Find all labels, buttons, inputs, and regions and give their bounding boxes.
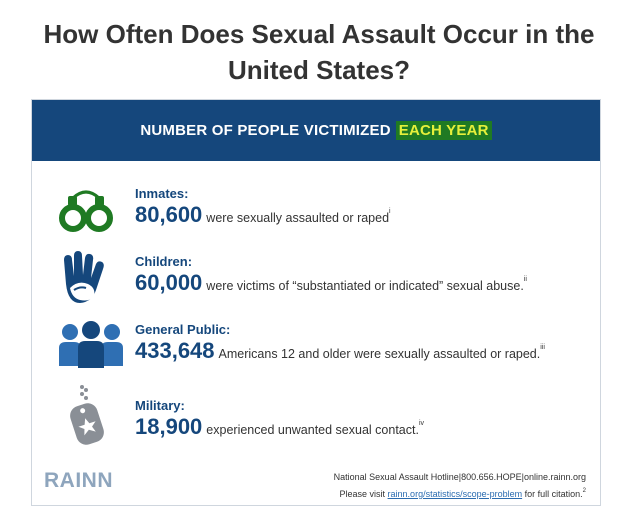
stat-label: General Public:: [135, 322, 231, 337]
footer-citation: National Sexual Assault Hotline|800.656.…: [334, 470, 586, 501]
stat-row-general-public: General Public: 433,648 Americans 12 and …: [32, 316, 600, 376]
dog-tag-icon: [70, 385, 104, 445]
stat-label: Inmates:: [135, 186, 189, 201]
stat-number: 60,000: [135, 270, 203, 295]
stat-number: 18,900: [135, 414, 203, 439]
footnote-mark: 2: [582, 488, 586, 494]
stat-label: Children:: [135, 254, 193, 269]
stat-row-inmates: Inmates: 80,600 were sexually assaulted o…: [32, 182, 600, 242]
hotline-text: National Sexual Assault Hotline|800.656.…: [333, 472, 586, 482]
stat-description: were victims of “substantiated or indica…: [206, 279, 524, 293]
banner-highlight: EACH YEAR: [395, 121, 492, 140]
banner-text: NUMBER OF PEOPLE VICTIMIZED: [140, 122, 391, 139]
footnote-mark: iv: [418, 420, 424, 427]
visit-prefix: Please visit: [339, 489, 386, 499]
stat-number: 80,600: [135, 202, 203, 227]
stat-description: Americans 12 and older were sexually ass…: [218, 347, 541, 361]
infographic: NUMBER OF PEOPLE VICTIMIZED EACH YEAR In…: [31, 99, 601, 506]
hand-icon: [64, 251, 104, 303]
people-icon: [59, 321, 123, 368]
stat-label: Military:: [135, 398, 185, 413]
rainn-logo: RAINN: [44, 469, 113, 492]
footnote-mark: iii: [540, 344, 545, 351]
visit-suffix: for full citation.: [524, 489, 583, 499]
stat-row-children: Children: 60,000 were victims of “substan…: [32, 248, 600, 308]
banner: NUMBER OF PEOPLE VICTIMIZED EACH YEAR: [32, 100, 600, 161]
citation-link[interactable]: rainn.org/statistics/scope-problem: [387, 489, 523, 499]
footnote-mark: ii: [523, 276, 527, 283]
page-title: How Often Does Sexual Assault Occur in t…: [43, 19, 595, 85]
stat-number: 433,648: [135, 338, 215, 363]
stat-description: experienced unwanted sexual contact.: [206, 423, 419, 437]
handcuffs-icon: [59, 190, 113, 232]
footnote-mark: i: [389, 208, 391, 215]
stat-description: were sexually assaulted or raped: [206, 211, 390, 225]
stat-row-military: Military: 18,900 experienced unwanted sex…: [32, 384, 600, 454]
